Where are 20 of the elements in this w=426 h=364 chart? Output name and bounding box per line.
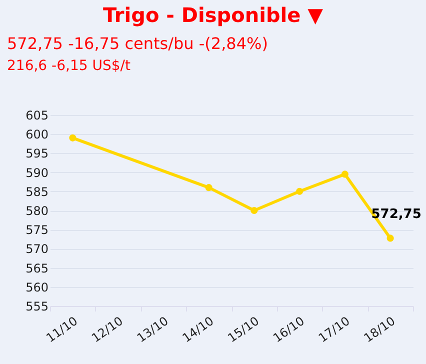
y-tick-label: 605 xyxy=(26,108,48,122)
point xyxy=(341,170,348,178)
y-tick-label: 560 xyxy=(26,280,48,294)
y-tick-label: 570 xyxy=(26,242,48,256)
y-tick-label: 585 xyxy=(26,184,48,199)
y-tick-label: 600 xyxy=(26,128,48,142)
text: 216,6 -6,15 US$/t xyxy=(7,58,131,74)
chart-subtitle: 572,75 -16,75 cents/bu -(2,84%) xyxy=(7,34,268,53)
y-tick-label: 590 xyxy=(26,166,48,180)
y-tick-label: 595 xyxy=(26,146,48,161)
point xyxy=(205,184,212,192)
chart-title: Trigo - Disponible ▼ xyxy=(102,3,324,27)
y-tick-label: 565 xyxy=(26,261,48,276)
point xyxy=(69,134,76,142)
point xyxy=(296,188,304,195)
point xyxy=(250,206,258,214)
point xyxy=(386,234,394,242)
y-tick-label: 575 xyxy=(26,223,48,238)
y-tick-label: 555 xyxy=(26,300,48,314)
y-tick-label: 580 xyxy=(26,204,48,218)
